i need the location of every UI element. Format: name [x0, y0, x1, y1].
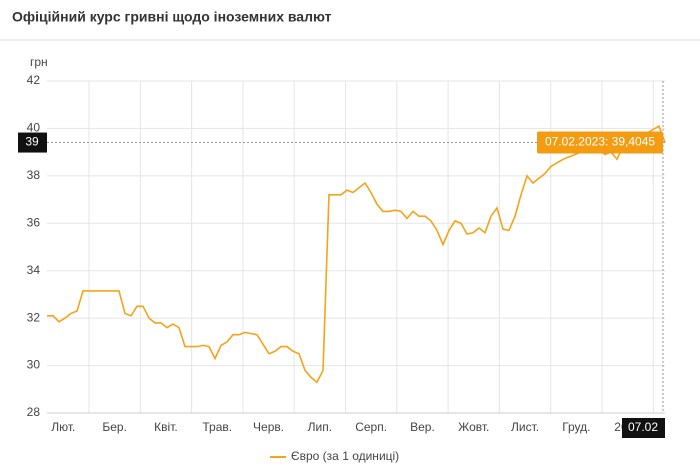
- y-tick-label: 40: [27, 121, 41, 135]
- x-tick-label: Вер.: [410, 420, 435, 434]
- x-tick-label: Лип.: [308, 420, 332, 434]
- series-line: [47, 124, 666, 384]
- crosshair-y-box: [18, 132, 47, 153]
- x-tick-label: Серп.: [355, 420, 387, 434]
- crosshair-x-label: 07.02: [628, 420, 658, 434]
- x-tick-label: Квіт.: [154, 420, 178, 434]
- x-tick-label: Трав.: [202, 420, 232, 434]
- y-tick-label: 28: [27, 405, 41, 419]
- chart-title: Офіційний курс гривні щодо іноземних вал…: [12, 9, 332, 25]
- x-tick-label: Лют.: [51, 420, 75, 434]
- x-tick-label: Бер.: [102, 420, 127, 434]
- y-tick-label: 34: [27, 263, 41, 277]
- tooltip-box: [537, 131, 663, 154]
- x-tick-label: Черв.: [253, 420, 284, 434]
- x-tick-label: Жовт.: [458, 420, 489, 434]
- y-tick-label: 38: [27, 168, 41, 182]
- crosshair-x-box: [622, 418, 665, 438]
- y-tick-label: 30: [27, 358, 41, 372]
- x-tick-label: Лист.: [511, 420, 539, 434]
- legend-label: Євро (за 1 одиниці): [291, 449, 399, 463]
- y-tick-label: 36: [27, 215, 41, 229]
- y-tick-label: 42: [27, 73, 41, 87]
- x-tick-label: Груд.: [562, 420, 590, 434]
- tooltip-label: 07.02.2023: 39,4045: [545, 135, 655, 149]
- y-tick-label: 32: [27, 310, 41, 324]
- crosshair-y-label: 39: [25, 135, 39, 149]
- y-axis-label: грн: [30, 55, 48, 69]
